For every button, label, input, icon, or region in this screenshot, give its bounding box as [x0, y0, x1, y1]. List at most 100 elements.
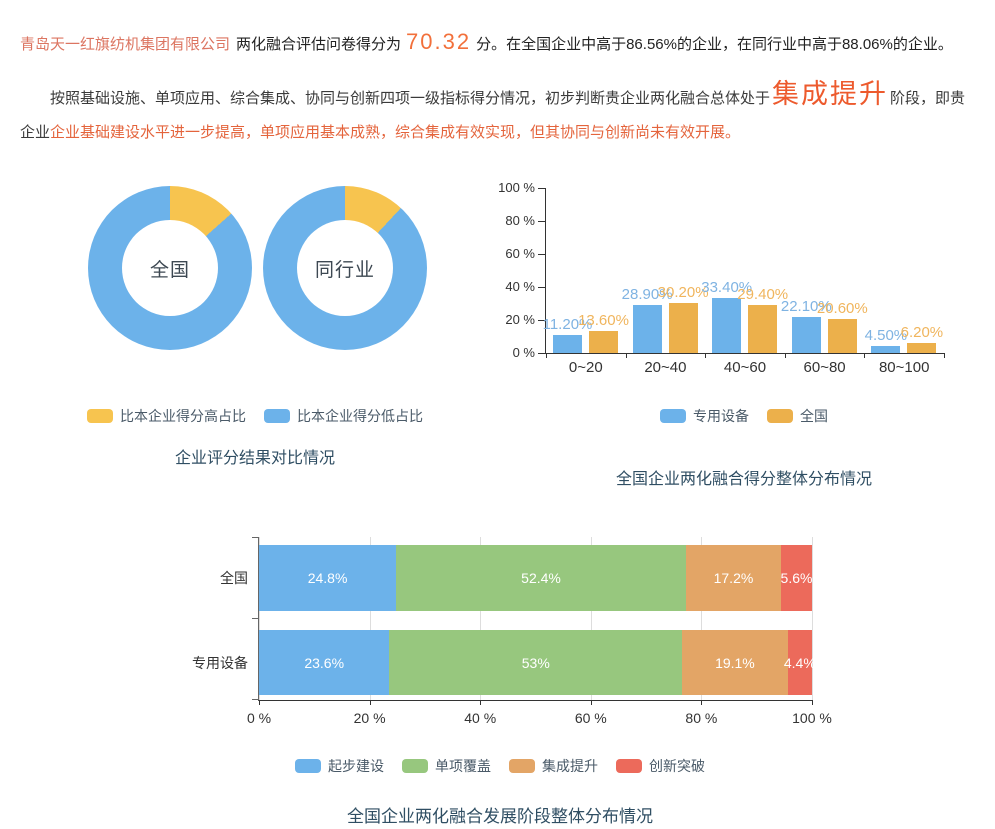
- bar-专用设备-20~40[interactable]: [632, 305, 662, 353]
- y-tick-mark: [252, 699, 259, 700]
- segment-单项覆盖-全国[interactable]: 52.4%: [396, 545, 686, 611]
- x-category-label: 80~100: [878, 359, 930, 376]
- x-tick-label: 80 %: [685, 710, 718, 726]
- stack-chart-title: 全国企业两化融合发展阶段整体分布情况: [347, 807, 653, 826]
- donut-industry-label: 同行业: [314, 259, 375, 281]
- bar-全国-0~20[interactable]: [589, 330, 618, 353]
- donut-legend: 比本企业得分高占比 比本企业得分低占比: [60, 406, 450, 426]
- bar-全国-60~80[interactable]: [827, 319, 857, 353]
- legend-label: 起步建设: [328, 758, 384, 774]
- y-tick-mark: [538, 254, 545, 255]
- segment-创新突破-全国[interactable]: 5.6%: [781, 545, 812, 611]
- gridline: [590, 537, 592, 700]
- y-tick-label: 0 %: [512, 345, 535, 360]
- x-category-label: 40~60: [723, 359, 767, 376]
- legend-swatch: [767, 409, 793, 423]
- legend-label: 全国: [800, 408, 828, 424]
- x-tick-mark: [705, 353, 707, 358]
- bar-value-全国-20~40: 30.20%: [657, 284, 709, 302]
- score-distribution-section: 100 % 80 % 60 % 40 % 20 % 0 % 11.20% 13.60% 0~2…: [487, 175, 995, 488]
- stage-distribution-section: 全国 专用设备 0 % 20 % 40 % 60 % 80 % 100 % 24.8% 52.4…: [150, 530, 850, 829]
- para2-detail-text: 企业基础建设水平进一步提高，单项应用基本成熟，综合集成有效实现，但其协同与创新尚…: [50, 124, 741, 141]
- bar-chart-legend: 专用设备 全国: [545, 406, 943, 426]
- segment-value: 5.6%: [780, 570, 813, 586]
- segment-value: 24.8%: [307, 570, 348, 586]
- bar-专用设备-60~80[interactable]: [791, 316, 821, 353]
- para2-lead-text: 按照基础设施、单项应用、综合集成、协同与创新四项一级指标得分情况，初步判断贵企业…: [50, 90, 771, 107]
- x-tick-label: 60 %: [574, 710, 607, 726]
- legend-item-起步建设[interactable]: 起步建设: [295, 756, 384, 776]
- stacked-bar-专用设备: 23.6% 53% 19.1% 4.4%: [259, 630, 816, 695]
- legend-item-比本企业得分低占比[interactable]: 比本企业得分低占比: [264, 406, 423, 426]
- gridline: [812, 537, 813, 700]
- legend-item-集成提升[interactable]: 集成提升: [509, 756, 598, 776]
- legend-label: 集成提升: [542, 758, 598, 774]
- segment-单项覆盖-专用设备[interactable]: 53%: [389, 630, 683, 695]
- bar-全国-40~60[interactable]: [748, 304, 778, 353]
- legend-item-比本企业得分高占比[interactable]: 比本企业得分高占比: [87, 406, 246, 426]
- donut-national-hole: 全国: [122, 220, 218, 316]
- x-tick-label: 40 %: [464, 710, 497, 726]
- donut-chart-title: 企业评分结果对比情况: [174, 450, 335, 467]
- bar-value-专用设备-20~40: 28.90%: [621, 286, 673, 304]
- stacked-bar-全国: 24.8% 52.4% 17.2% 5.6%: [259, 545, 812, 611]
- bar-value-全国-60~80: 20.60%: [816, 300, 868, 318]
- donut-industry[interactable]: 同行业: [263, 186, 427, 350]
- segment-起步建设-全国[interactable]: 24.8%: [259, 545, 397, 611]
- legend-item-单项覆盖[interactable]: 单项覆盖: [402, 756, 491, 776]
- legend-item-专用设备[interactable]: 专用设备: [660, 406, 749, 426]
- bar-value-专用设备-40~60: 33.40%: [701, 278, 753, 296]
- legend-label: 单项覆盖: [435, 758, 491, 774]
- legend-swatch: [264, 409, 290, 423]
- x-tick-mark: [480, 700, 482, 705]
- donut-national[interactable]: 全国: [88, 186, 252, 350]
- x-category-label: 20~40: [644, 359, 687, 376]
- segment-value: 53%: [521, 654, 550, 671]
- bar-全国-20~40[interactable]: [668, 303, 698, 353]
- segment-创新突破-专用设备[interactable]: 4.4%: [784, 630, 816, 695]
- segment-value: 17.2%: [713, 570, 754, 586]
- para2-mid-text: 阶段，即贵企业: [20, 90, 966, 141]
- y-tick-mark: [538, 320, 545, 321]
- x-tick-label: 0 %: [246, 710, 272, 726]
- segment-起步建设-专用设备[interactable]: 23.6%: [259, 630, 390, 695]
- bar-value-全国-40~60: 29.40%: [737, 285, 789, 303]
- bar-专用设备-40~60[interactable]: [712, 297, 742, 353]
- segment-value: 4.4%: [783, 654, 816, 671]
- donut-chart-section: 全国 同行业 比本企业得分高占比 比本企业得分低占比 企业评分结果对比情况: [60, 180, 450, 470]
- stack-chart-legend: 起步建设 单项覆盖 集成提升 创新突破: [150, 756, 850, 776]
- stage-name: 集成提升: [772, 79, 889, 109]
- gridline: [259, 537, 260, 700]
- x-category-label: 60~80: [803, 359, 846, 376]
- x-tick-mark: [590, 700, 592, 705]
- x-tick-mark: [701, 700, 703, 705]
- y-tick-mark: [538, 188, 545, 189]
- stage-paragraph: 按照基础设施、单项应用、综合集成、协同与创新四项一级指标得分情况，初步判断贵企业…: [20, 77, 972, 150]
- segment-集成提升-专用设备[interactable]: 19.1%: [682, 630, 788, 695]
- y-tick-mark: [538, 353, 545, 354]
- bar-专用设备-80~100[interactable]: [871, 345, 901, 353]
- x-tick-mark: [944, 353, 945, 358]
- bar-chart-title: 全国企业两化融合得分整体分布情况: [615, 471, 872, 488]
- bar-专用设备-0~20[interactable]: [553, 334, 582, 353]
- y-tick-label: 100 %: [498, 180, 535, 195]
- stack-chart-plot: 0 % 20 % 40 % 60 % 80 % 100 % 24.8% 52.4% 17.2% 5…: [247, 537, 832, 726]
- x-tick-label: 100 %: [792, 710, 832, 726]
- segment-集成提升-全国[interactable]: 17.2%: [685, 545, 782, 611]
- legend-label: 比本企业得分低占比: [297, 408, 423, 424]
- legend-item-创新突破[interactable]: 创新突破: [616, 756, 705, 776]
- legend-label: 比本企业得分高占比: [120, 408, 246, 424]
- y-tick-label: 40 %: [505, 279, 535, 294]
- para1-tail-text: 分。在全国企业中高于86.56%的企业，在同行业中高于88.06%的企业。: [476, 36, 953, 53]
- legend-swatch: [295, 759, 321, 773]
- y-tick-label: 20 %: [505, 312, 535, 327]
- x-tick-mark: [784, 353, 786, 358]
- bar-value-专用设备-80~100: 4.50%: [864, 326, 908, 344]
- legend-label: 创新突破: [649, 758, 705, 774]
- bar-全国-80~100[interactable]: [907, 342, 937, 353]
- legend-swatch: [509, 759, 535, 773]
- y-tick-mark: [538, 221, 545, 222]
- legend-swatch: [616, 759, 642, 773]
- x-tick-label: 20 %: [353, 710, 386, 726]
- legend-item-全国[interactable]: 全国: [767, 406, 828, 426]
